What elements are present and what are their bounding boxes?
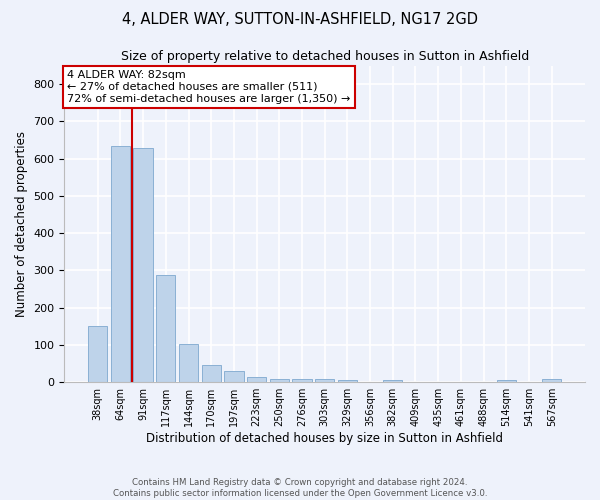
Y-axis label: Number of detached properties: Number of detached properties [15,131,28,317]
Bar [111,146,130,382]
Bar [88,326,107,382]
Bar [247,378,266,382]
Bar [202,364,221,382]
Bar [133,148,153,382]
Text: 4 ALDER WAY: 82sqm
← 27% of detached houses are smaller (511)
72% of semi-detach: 4 ALDER WAY: 82sqm ← 27% of detached hou… [67,70,350,104]
Bar [497,380,516,382]
Bar [542,379,562,382]
Bar [292,379,311,382]
Text: 4, ALDER WAY, SUTTON-IN-ASHFIELD, NG17 2GD: 4, ALDER WAY, SUTTON-IN-ASHFIELD, NG17 2… [122,12,478,28]
Bar [224,370,244,382]
Bar [315,379,334,382]
Title: Size of property relative to detached houses in Sutton in Ashfield: Size of property relative to detached ho… [121,50,529,63]
X-axis label: Distribution of detached houses by size in Sutton in Ashfield: Distribution of detached houses by size … [146,432,503,445]
Bar [179,344,198,382]
Text: Contains HM Land Registry data © Crown copyright and database right 2024.
Contai: Contains HM Land Registry data © Crown c… [113,478,487,498]
Bar [338,380,357,382]
Bar [383,380,403,382]
Bar [269,379,289,382]
Bar [156,275,175,382]
